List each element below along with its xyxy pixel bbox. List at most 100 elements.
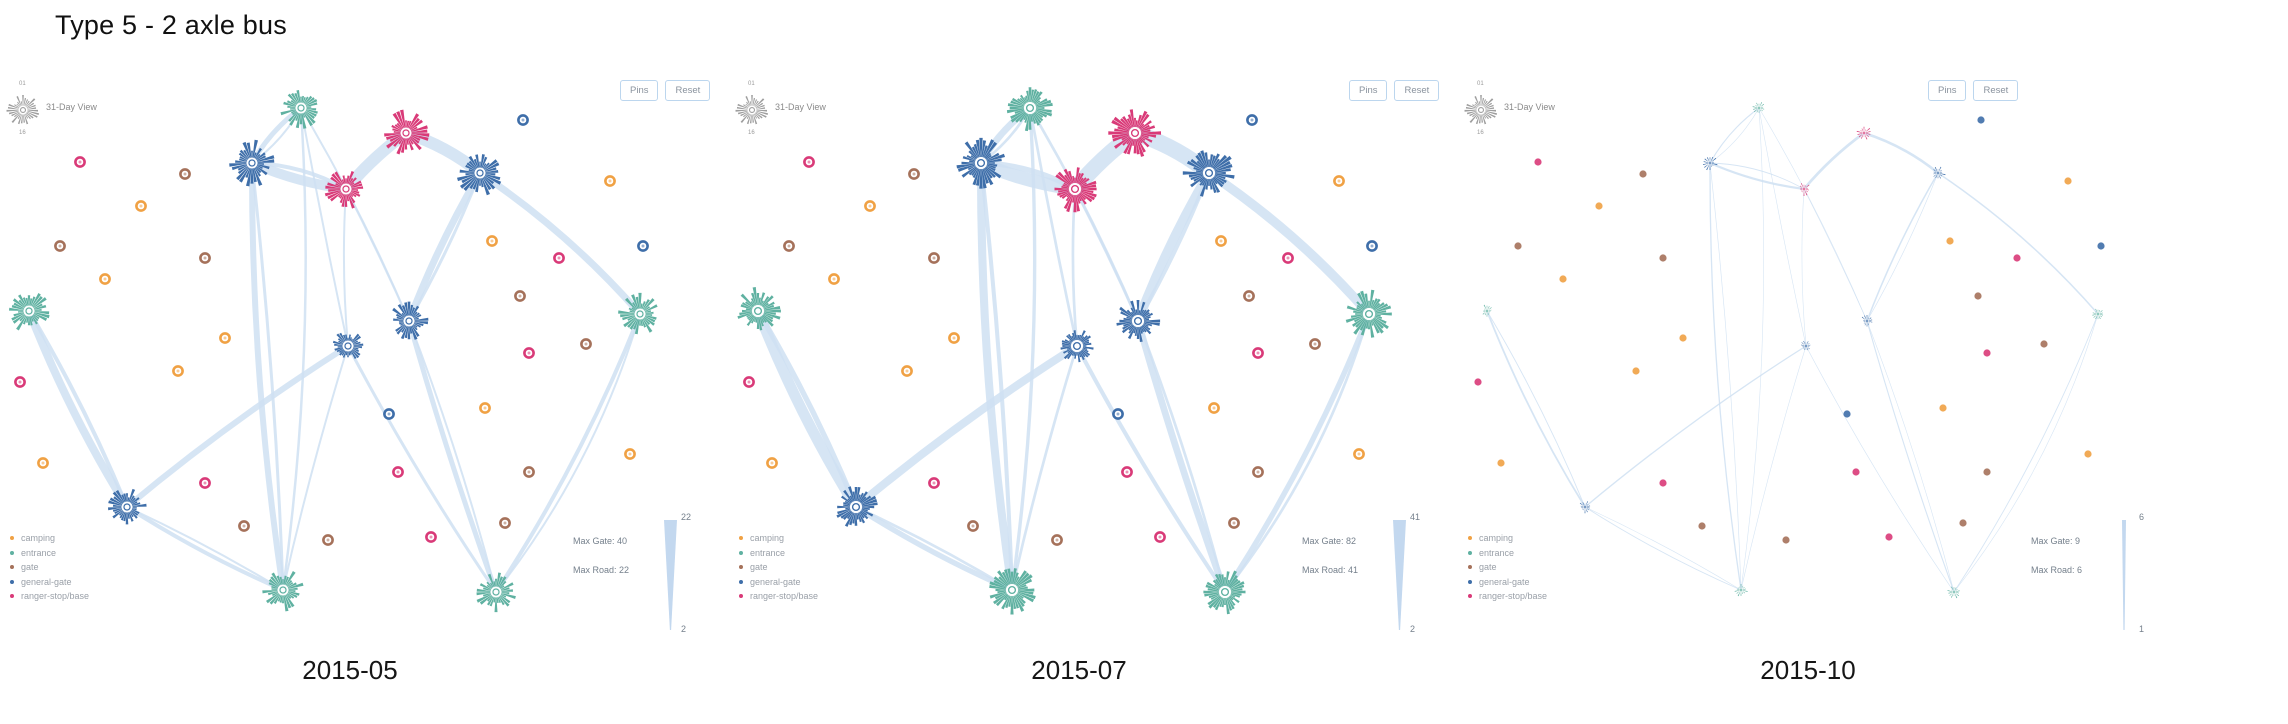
small-node-gate[interactable] <box>1698 522 1706 530</box>
rose-node[interactable] <box>324 171 364 209</box>
rose-node[interactable] <box>1801 340 1811 351</box>
small-node-general-gate[interactable] <box>637 240 649 252</box>
rose-node[interactable] <box>1060 330 1094 363</box>
small-node-ranger-stop-base[interactable] <box>14 376 26 388</box>
small-node-camping[interactable] <box>1215 235 1227 247</box>
small-node-gate[interactable] <box>1659 254 1667 262</box>
rose-node[interactable] <box>457 154 502 196</box>
small-node-camping[interactable] <box>2064 177 2072 185</box>
network-graph[interactable] <box>1458 60 2187 675</box>
small-node-camping[interactable] <box>135 200 147 212</box>
rose-node[interactable] <box>1702 156 1718 171</box>
day-view-toggle[interactable]: 01 16 31-Day View <box>731 81 931 136</box>
rose-node[interactable] <box>1579 501 1591 514</box>
small-node-ranger-stop-base[interactable] <box>1885 533 1893 541</box>
small-node-ranger-stop-base[interactable] <box>743 376 755 388</box>
small-node-ranger-stop-base[interactable] <box>1154 531 1166 543</box>
pins-button[interactable]: Pins <box>1349 80 1388 101</box>
small-node-ranger-stop-base[interactable] <box>199 477 211 489</box>
rose-node[interactable] <box>280 90 318 129</box>
rose-node[interactable] <box>384 109 430 155</box>
small-node-camping[interactable] <box>1595 202 1603 210</box>
day-rose-glyph[interactable] <box>6 95 40 125</box>
small-node-general-gate[interactable] <box>2097 242 2105 250</box>
small-node-gate[interactable] <box>1782 536 1790 544</box>
rose-node[interactable] <box>1947 586 1960 599</box>
small-node-camping[interactable] <box>486 235 498 247</box>
rose-node[interactable] <box>836 486 878 527</box>
small-node-gate[interactable] <box>1309 338 1321 350</box>
small-node-ranger-stop-base[interactable] <box>1252 347 1264 359</box>
small-node-general-gate[interactable] <box>1246 114 1258 126</box>
small-node-camping[interactable] <box>219 332 231 344</box>
small-node-general-gate[interactable] <box>383 408 395 420</box>
small-node-camping[interactable] <box>479 402 491 414</box>
small-node-camping[interactable] <box>828 273 840 285</box>
small-node-gate[interactable] <box>1639 170 1647 178</box>
small-node-general-gate[interactable] <box>517 114 529 126</box>
small-node-gate[interactable] <box>499 517 511 529</box>
small-node-ranger-stop-base[interactable] <box>523 347 535 359</box>
rose-node[interactable] <box>9 293 50 331</box>
small-node-gate[interactable] <box>54 240 66 252</box>
small-node-gate[interactable] <box>967 520 979 532</box>
rose-node[interactable] <box>1861 315 1873 327</box>
small-node-camping[interactable] <box>1946 237 1954 245</box>
rose-node[interactable] <box>1799 183 1810 196</box>
rose-node[interactable] <box>737 287 781 331</box>
small-node-ranger-stop-base[interactable] <box>1474 378 1482 386</box>
pins-button[interactable]: Pins <box>620 80 659 101</box>
small-node-camping[interactable] <box>624 448 636 460</box>
rose-node[interactable] <box>1482 304 1492 317</box>
rose-node[interactable] <box>1203 570 1246 615</box>
small-node-ranger-stop-base[interactable] <box>1121 466 1133 478</box>
rose-node[interactable] <box>1933 166 1946 179</box>
small-node-gate[interactable] <box>179 168 191 180</box>
small-node-gate[interactable] <box>1243 290 1255 302</box>
small-node-camping[interactable] <box>766 457 778 469</box>
pins-button[interactable]: Pins <box>1928 80 1967 101</box>
network-graph[interactable] <box>0 60 729 675</box>
small-node-camping[interactable] <box>1679 334 1687 342</box>
network-graph[interactable] <box>729 60 1458 675</box>
small-node-camping[interactable] <box>901 365 913 377</box>
rose-node[interactable] <box>989 568 1036 615</box>
small-node-camping[interactable] <box>1939 404 1947 412</box>
small-node-camping[interactable] <box>1208 402 1220 414</box>
rose-node[interactable] <box>476 572 516 613</box>
reset-button[interactable]: Reset <box>665 80 711 101</box>
small-node-ranger-stop-base[interactable] <box>1534 158 1542 166</box>
rose-node[interactable] <box>2092 308 2104 320</box>
rose-node[interactable] <box>1345 289 1392 338</box>
small-node-ranger-stop-base[interactable] <box>803 156 815 168</box>
small-node-ranger-stop-base[interactable] <box>392 466 404 478</box>
small-node-general-gate[interactable] <box>1843 410 1851 418</box>
small-node-gate[interactable] <box>1974 292 1982 300</box>
rose-node[interactable] <box>1752 102 1765 113</box>
small-node-camping[interactable] <box>37 457 49 469</box>
small-node-camping[interactable] <box>1497 459 1505 467</box>
small-node-ranger-stop-base[interactable] <box>1282 252 1294 264</box>
rose-node[interactable] <box>108 488 147 525</box>
small-node-gate[interactable] <box>1051 534 1063 546</box>
small-node-camping[interactable] <box>1353 448 1365 460</box>
small-node-camping[interactable] <box>172 365 184 377</box>
small-node-gate[interactable] <box>580 338 592 350</box>
small-node-camping[interactable] <box>1559 275 1567 283</box>
small-node-gate[interactable] <box>1983 468 1991 476</box>
small-node-camping[interactable] <box>604 175 616 187</box>
small-node-ranger-stop-base[interactable] <box>74 156 86 168</box>
small-node-gate[interactable] <box>1252 466 1264 478</box>
small-node-gate[interactable] <box>1228 517 1240 529</box>
rose-node[interactable] <box>262 571 304 612</box>
small-node-general-gate[interactable] <box>1112 408 1124 420</box>
reset-button[interactable]: Reset <box>1973 80 2019 101</box>
rose-node[interactable] <box>1108 109 1161 157</box>
small-node-gate[interactable] <box>514 290 526 302</box>
small-node-camping[interactable] <box>1333 175 1345 187</box>
small-node-gate[interactable] <box>523 466 535 478</box>
day-rose-glyph[interactable] <box>1464 95 1498 125</box>
rose-node[interactable] <box>332 332 364 359</box>
small-node-ranger-stop-base[interactable] <box>1852 468 1860 476</box>
rose-node[interactable] <box>1006 87 1053 132</box>
